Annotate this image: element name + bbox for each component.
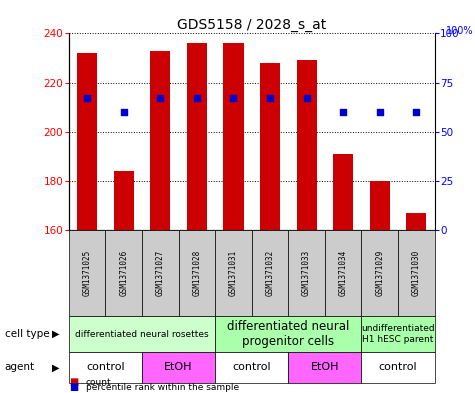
Point <box>376 109 384 115</box>
Bar <box>114 171 134 230</box>
Bar <box>296 61 317 230</box>
Text: control: control <box>379 362 418 373</box>
Point <box>156 95 164 101</box>
Point <box>266 95 274 101</box>
Point <box>303 95 311 101</box>
Bar <box>260 63 280 230</box>
Text: differentiated neural rosettes: differentiated neural rosettes <box>75 330 209 338</box>
Text: GSM1371026: GSM1371026 <box>119 250 128 296</box>
Bar <box>223 43 244 230</box>
Text: GSM1371033: GSM1371033 <box>302 250 311 296</box>
Text: EtOH: EtOH <box>311 362 339 373</box>
Text: GSM1371025: GSM1371025 <box>83 250 92 296</box>
Point <box>120 109 127 115</box>
Text: GSM1371028: GSM1371028 <box>192 250 201 296</box>
Text: agent: agent <box>5 362 35 373</box>
Bar <box>187 43 207 230</box>
Point <box>339 109 347 115</box>
Text: 100%: 100% <box>446 26 473 36</box>
Title: GDS5158 / 2028_s_at: GDS5158 / 2028_s_at <box>177 18 326 32</box>
Text: ▶: ▶ <box>52 362 60 373</box>
Text: ■: ■ <box>69 382 78 392</box>
Bar <box>370 181 390 230</box>
Text: GSM1371032: GSM1371032 <box>266 250 275 296</box>
Text: percentile rank within the sample: percentile rank within the sample <box>86 383 238 392</box>
Text: control: control <box>86 362 125 373</box>
Bar <box>333 154 353 230</box>
Text: differentiated neural
progenitor cells: differentiated neural progenitor cells <box>227 320 350 348</box>
Bar <box>77 53 97 230</box>
Text: cell type: cell type <box>5 329 49 339</box>
Text: count: count <box>86 378 111 387</box>
Point <box>412 109 420 115</box>
Point <box>230 95 238 101</box>
Text: GSM1371029: GSM1371029 <box>375 250 384 296</box>
Text: undifferentiated
H1 hESC parent: undifferentiated H1 hESC parent <box>361 324 435 344</box>
Text: GSM1371030: GSM1371030 <box>412 250 421 296</box>
Point <box>193 95 200 101</box>
Text: control: control <box>232 362 271 373</box>
Text: ▶: ▶ <box>52 329 60 339</box>
Point <box>84 95 91 101</box>
Bar <box>150 51 171 230</box>
Text: ■: ■ <box>69 377 78 387</box>
Text: EtOH: EtOH <box>164 362 193 373</box>
Text: GSM1371031: GSM1371031 <box>229 250 238 296</box>
Text: GSM1371034: GSM1371034 <box>339 250 348 296</box>
Text: GSM1371027: GSM1371027 <box>156 250 165 296</box>
Bar <box>406 213 427 230</box>
